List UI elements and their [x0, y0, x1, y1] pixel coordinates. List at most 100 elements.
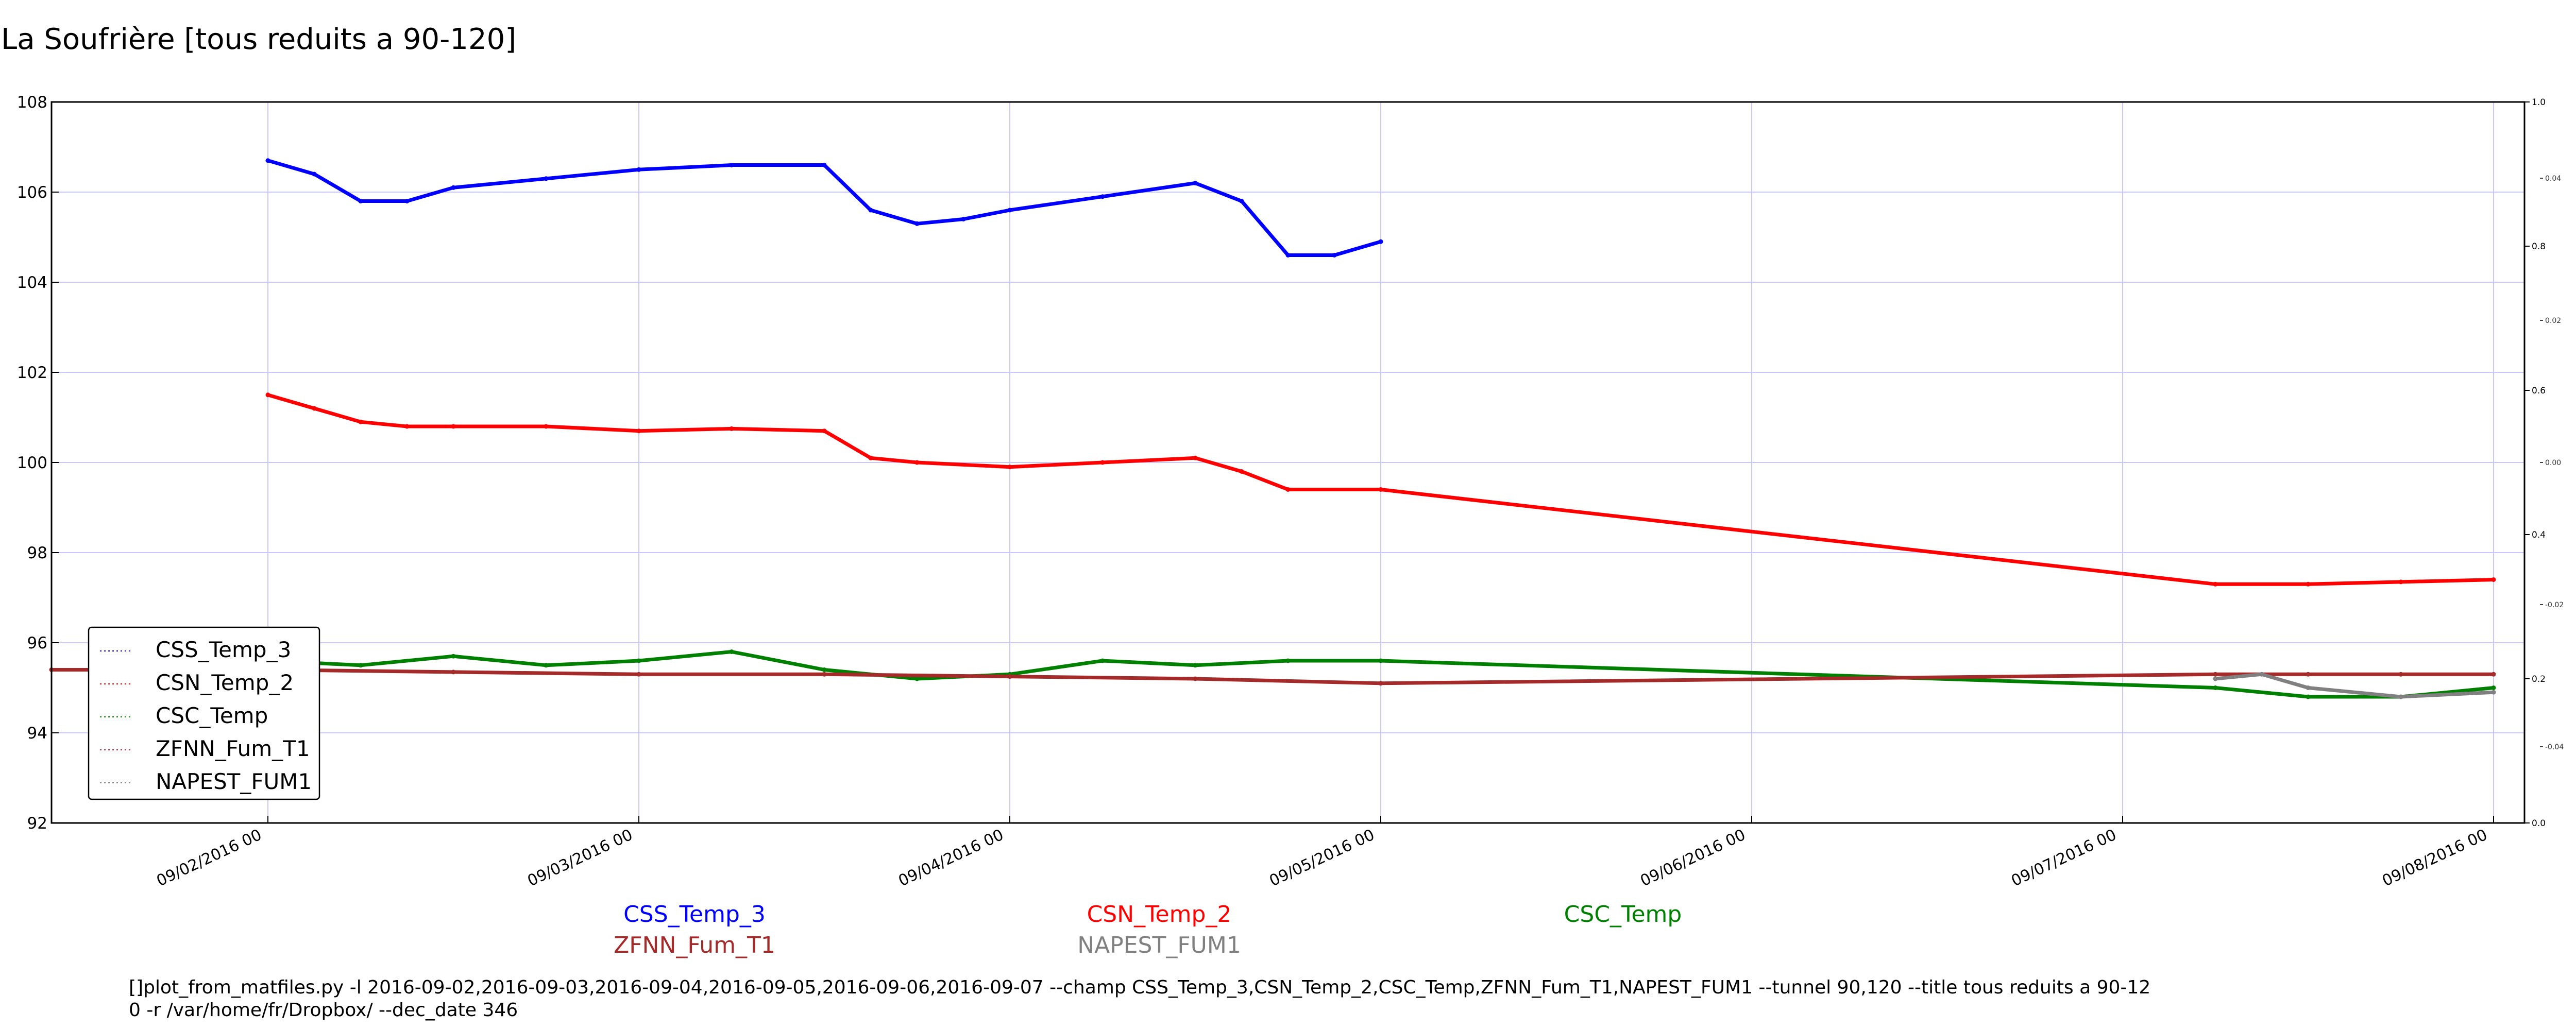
legend-box: [88, 626, 320, 800]
plot-frame: [50, 101, 2526, 824]
data-point-csn-temp-2: [312, 406, 317, 411]
data-point-css-temp-3: [1239, 199, 1244, 203]
y-tick-label: 102: [17, 364, 47, 382]
legend-entry-css-temp-3: CSS_Temp_3: [156, 637, 291, 662]
bottom-label-csc-temp: CSC_Temp: [1564, 901, 1682, 928]
data-point-csn-temp-2: [1193, 455, 1198, 460]
data-point-css-temp-3: [312, 171, 317, 177]
data-point-csn-temp-2: [1239, 469, 1244, 474]
data-point-csn-temp-2: [451, 424, 456, 429]
series-line-zfnn-fum-t1: [49, 668, 2496, 685]
y-tick-label: 100: [17, 454, 47, 472]
data-point-napest-fum1: [2259, 672, 2264, 677]
data-point-css-temp-3: [961, 217, 966, 221]
data-point-css-temp-3: [868, 208, 873, 213]
data-point-csc-temp: [822, 667, 827, 672]
data-point-csn-temp-2: [358, 419, 363, 424]
data-point-css-temp-3: [636, 167, 641, 172]
y-tick-label: 104: [17, 273, 47, 292]
data-point-zfnn-fum-t1: [2213, 672, 2218, 677]
data-point-csc-temp: [451, 654, 456, 659]
y2-tick-label: 0.4: [2532, 530, 2546, 540]
y3-tick-label: 0.04: [2545, 175, 2561, 183]
data-point-csn-temp-2: [1100, 460, 1105, 465]
bottom-label-css-temp-3: CSS_Temp_3: [623, 901, 766, 928]
legend: CSS_Temp_3 CSN_Temp_2 CSC_Temp ZFNN_Fum_T1 N…: [88, 626, 320, 800]
data-point-csn-temp-2: [544, 424, 549, 429]
y-tick-label: 92: [27, 814, 47, 833]
data-point-csn-temp-2: [2398, 579, 2403, 585]
data-point-csc-temp: [1285, 658, 1291, 663]
data-point-csc-temp: [2213, 685, 2218, 690]
x-tick-label: 09/08/2016 00: [2380, 826, 2490, 890]
data-point-csc-temp: [914, 676, 920, 681]
legend-entry-zfnn-fum-t1: ZFNN_Fum_T1: [156, 736, 310, 761]
data-point-css-temp-3: [1100, 194, 1105, 199]
data-point-csc-temp: [2491, 685, 2496, 690]
data-point-csc-temp: [2306, 694, 2311, 699]
data-point-css-temp-3: [729, 163, 734, 167]
y2-tick-label: 0.0: [2532, 818, 2546, 829]
command-line-1: []plot_from_matfiles.py -l 2016-09-02,20…: [129, 977, 2151, 998]
legend-entry-csc-temp: CSC_Temp: [156, 703, 268, 728]
data-point-zfnn-fum-t1: [1378, 681, 1383, 686]
y-tick-label: 106: [17, 183, 47, 202]
bottom-label-zfnn-fum-t1: ZFNN_Fum_T1: [614, 932, 775, 958]
data-point-css-temp-3: [451, 185, 456, 190]
bottom-labels: CSS_Temp_3 CSN_Temp_2 CSC_Temp ZFNN_Fum_T1 N…: [614, 901, 1682, 958]
y2-tick-label: 0.2: [2532, 674, 2546, 684]
data-point-napest-fum1: [2213, 676, 2218, 681]
data-point-csn-temp-2: [2306, 581, 2311, 587]
x-tick-label: 09/03/2016 00: [525, 826, 636, 890]
data-point-css-temp-3: [1378, 239, 1383, 244]
data-point-csc-temp: [544, 663, 549, 668]
data-point-csn-temp-2: [1285, 487, 1291, 492]
data-point-zfnn-fum-t1: [1007, 674, 1012, 679]
legend-entry-csn-temp-2: CSN_Temp_2: [156, 670, 294, 695]
data-point-csn-temp-2: [822, 428, 827, 434]
data-point-napest-fum1: [2491, 690, 2496, 695]
y2-tick-label: 0.8: [2532, 242, 2546, 252]
data-point-zfnn-fum-t1: [2491, 672, 2496, 677]
data-point-csn-temp-2: [1007, 465, 1012, 470]
data-point-css-temp-3: [544, 176, 549, 181]
data-point-zfnn-fum-t1: [822, 672, 827, 677]
bottom-label-napest-fum1: NAPEST_FUM1: [1077, 932, 1241, 958]
y2-tick-label: 0.6: [2532, 386, 2546, 396]
data-point-csn-temp-2: [914, 460, 920, 465]
data-point-csn-temp-2: [2491, 577, 2496, 582]
axes: 09/02/2016 00 09/03/2016 00 09/04/2016 00 0…: [17, 93, 2564, 890]
data-point-zfnn-fum-t1: [636, 672, 641, 677]
legend-entry-napest-fum1: NAPEST_FUM1: [156, 769, 312, 794]
data-point-css-temp-3: [1332, 253, 1337, 258]
x-tick-label: 09/04/2016 00: [896, 826, 1007, 890]
data-point-css-temp-3: [1285, 253, 1291, 258]
data-point-zfnn-fum-t1: [451, 670, 456, 675]
data-point-napest-fum1: [2306, 685, 2311, 690]
x-tick-label: 09/07/2016 00: [2009, 826, 2120, 890]
y-tick-label: 94: [27, 724, 47, 743]
y3-tick-label: -0.04: [2545, 743, 2564, 751]
data-point-csc-temp: [1378, 658, 1383, 663]
grid: [52, 102, 2524, 823]
data-point-csn-temp-2: [2213, 581, 2218, 587]
series-layer: [49, 158, 2496, 699]
y3-tick-label: 0.00: [2545, 459, 2561, 467]
data-point-csc-temp: [358, 663, 363, 668]
data-point-css-temp-3: [1193, 181, 1198, 185]
data-point-csn-temp-2: [265, 392, 270, 398]
command-line: []plot_from_matfiles.py -l 2016-09-02,20…: [129, 976, 2150, 1022]
x-tick-label: 09/02/2016 00: [154, 826, 265, 890]
data-point-napest-fum1: [2398, 694, 2403, 699]
bottom-label-csn-temp-2: CSN_Temp_2: [1087, 901, 1232, 928]
command-line-2: 0 -r /var/home/fr/Dropbox/ --dec_date 34…: [129, 1000, 518, 1021]
y-tick-label: 98: [27, 544, 47, 562]
data-point-csn-temp-2: [729, 426, 734, 431]
data-point-css-temp-3: [1007, 208, 1012, 213]
data-point-csc-temp: [1100, 658, 1105, 663]
data-point-zfnn-fum-t1: [2306, 672, 2311, 677]
y2-tick-label: 1.0: [2532, 97, 2546, 108]
data-point-css-temp-3: [265, 158, 270, 163]
data-point-csn-temp-2: [868, 455, 873, 460]
